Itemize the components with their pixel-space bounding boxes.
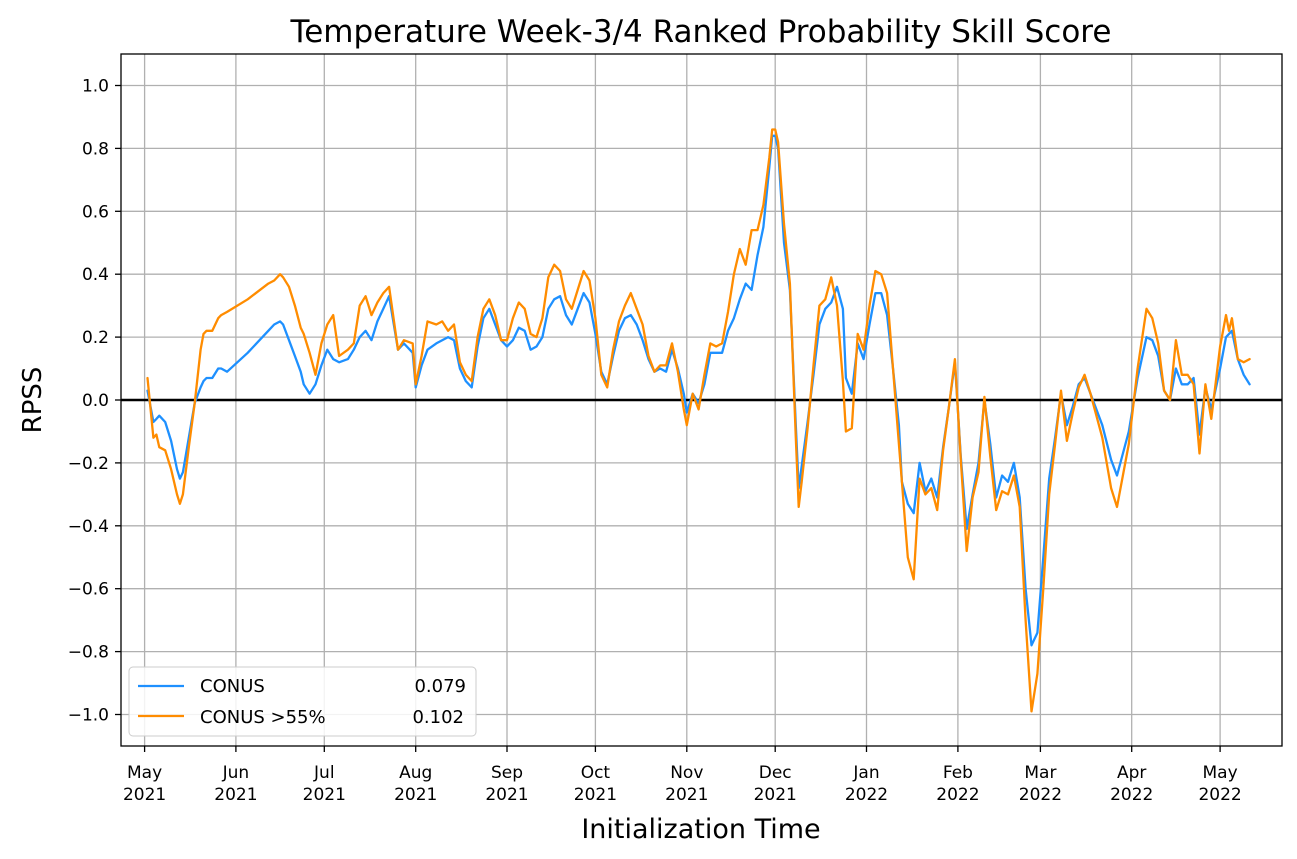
y-tick-label: 0.6 (82, 202, 109, 222)
legend-label-conus-55: CONUS >55% (200, 707, 326, 728)
y-tick-label: −0.2 (68, 454, 109, 474)
x-tick-month: Mar (1024, 763, 1056, 783)
x-tick-year: 2021 (303, 785, 346, 805)
legend-box (128, 666, 477, 737)
chart-title: Temperature Week-3/4 Ranked Probability … (290, 14, 1112, 50)
y-tick-label: 0.8 (82, 139, 109, 159)
x-tick-month: Jul (313, 763, 335, 783)
legend-label-conus: CONUS (200, 676, 265, 697)
x-axis-label: Initialization Time (581, 814, 820, 845)
y-axis-ticks: 1.0 0.8 0.6 0.4 0.2 0.0 −0.2 −0.4 −0.6 −0.8 −1.0 (68, 77, 121, 726)
y-tick-label: 0.2 (82, 328, 109, 348)
x-tick-year: 2022 (845, 785, 888, 805)
legend-value-conus-55: 0.102 (412, 707, 464, 728)
y-tick-label: −1.0 (68, 706, 109, 726)
x-tick-year: 2022 (1110, 785, 1153, 805)
x-tick-month: May (127, 763, 162, 783)
x-tick-month: Oct (581, 763, 611, 783)
series-line-1 (146, 128, 1251, 713)
y-axis-label: RPSS (18, 367, 48, 434)
y-tick-label: −0.6 (68, 580, 109, 600)
y-tick-label: 1.0 (82, 77, 109, 97)
y-tick-label: −0.4 (68, 517, 109, 537)
x-tick-year: 2021 (394, 785, 437, 805)
x-tick-year: 2022 (1198, 785, 1241, 805)
y-tick-label: 0.0 (82, 391, 109, 411)
x-tick-month: Aug (399, 763, 432, 783)
x-tick-month: Jun (222, 763, 250, 783)
x-tick-month: Jan (852, 763, 879, 783)
x-tick-month: Apr (1117, 763, 1146, 783)
x-tick-month: Dec (759, 763, 792, 783)
x-tick-month: May (1203, 763, 1238, 783)
y-tick-label: −0.8 (68, 643, 109, 663)
x-tick-year: 2021 (574, 785, 617, 805)
x-tick-month: Feb (943, 763, 973, 783)
x-tick-month: Sep (491, 763, 523, 783)
x-tick-year: 2022 (1019, 785, 1062, 805)
x-tick-year: 2021 (754, 785, 797, 805)
x-tick-year: 2021 (485, 785, 528, 805)
plot-frame (120, 53, 1283, 747)
x-axis-ticks: May2021Jun2021Jul2021Aug2021Sep2021Oct20… (123, 746, 1242, 805)
series-lines (146, 128, 1251, 713)
x-tick-month: Nov (670, 763, 703, 783)
legend-value-conus: 0.079 (414, 676, 466, 697)
x-tick-year: 2021 (214, 785, 257, 805)
x-tick-year: 2021 (665, 785, 708, 805)
x-tick-year: 2021 (123, 785, 166, 805)
y-tick-label: 0.4 (82, 265, 109, 285)
x-tick-year: 2022 (936, 785, 979, 805)
legend: CONUS 0.079 CONUS >55% 0.102 (128, 666, 477, 737)
